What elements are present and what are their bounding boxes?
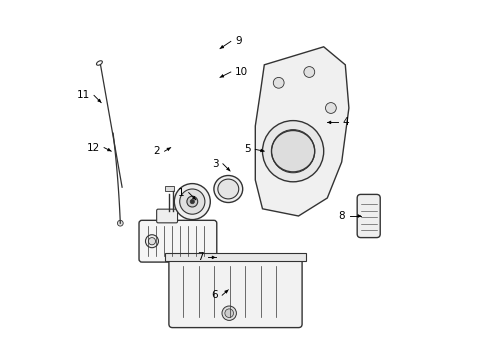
Text: 7: 7 — [197, 252, 204, 262]
Polygon shape — [255, 47, 348, 216]
Circle shape — [186, 196, 197, 207]
Text: 1: 1 — [178, 188, 184, 198]
Circle shape — [145, 235, 158, 248]
Circle shape — [262, 121, 323, 182]
Text: 4: 4 — [342, 117, 348, 127]
Circle shape — [117, 220, 123, 226]
Circle shape — [190, 199, 194, 204]
Text: 6: 6 — [211, 290, 218, 300]
Ellipse shape — [213, 176, 242, 202]
FancyBboxPatch shape — [139, 220, 216, 262]
Text: 12: 12 — [86, 143, 100, 153]
FancyBboxPatch shape — [168, 256, 302, 328]
Circle shape — [148, 238, 155, 245]
Circle shape — [273, 77, 284, 88]
Text: 9: 9 — [235, 36, 241, 46]
Text: 3: 3 — [211, 159, 218, 169]
Text: 10: 10 — [235, 67, 248, 77]
FancyBboxPatch shape — [156, 209, 177, 223]
FancyBboxPatch shape — [356, 194, 380, 238]
Circle shape — [303, 67, 314, 77]
Circle shape — [271, 130, 314, 173]
Circle shape — [174, 184, 210, 220]
Circle shape — [325, 103, 336, 113]
Text: 8: 8 — [338, 211, 345, 221]
Circle shape — [179, 189, 204, 214]
Text: 2: 2 — [153, 146, 160, 156]
Circle shape — [222, 306, 236, 320]
Text: 5: 5 — [244, 144, 250, 154]
Bar — [165, 253, 305, 261]
Text: 11: 11 — [76, 90, 89, 100]
Ellipse shape — [218, 179, 238, 199]
Bar — [165, 186, 174, 191]
Circle shape — [224, 309, 233, 318]
